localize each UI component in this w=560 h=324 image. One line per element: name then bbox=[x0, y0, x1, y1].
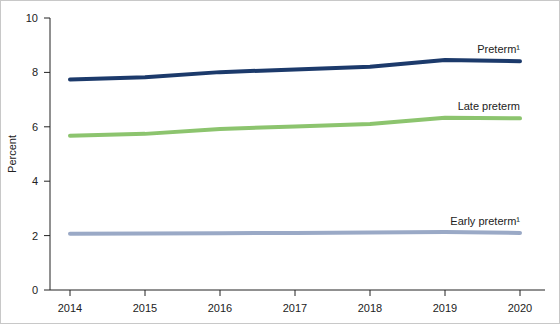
x-tick-label: 2015 bbox=[133, 302, 157, 314]
x-tick bbox=[520, 290, 521, 296]
x-tick-label: 2017 bbox=[283, 302, 307, 314]
x-tick-label: 2016 bbox=[208, 302, 232, 314]
y-tick bbox=[44, 290, 50, 291]
series-label: Preterm¹ bbox=[477, 43, 520, 55]
x-tick bbox=[220, 290, 221, 296]
y-tick bbox=[44, 126, 50, 127]
x-tick bbox=[145, 290, 146, 296]
x-tick bbox=[445, 290, 446, 296]
series-line bbox=[70, 232, 520, 234]
plot-marks bbox=[70, 60, 520, 234]
y-tick-label: 10 bbox=[26, 12, 38, 24]
x-tick-label: 2020 bbox=[508, 302, 532, 314]
x-tick bbox=[70, 290, 71, 296]
y-axis-label: Percent bbox=[6, 135, 18, 173]
series-label: Early preterm¹ bbox=[450, 215, 520, 227]
x-tick-label: 2014 bbox=[58, 302, 82, 314]
series-label: Late preterm bbox=[458, 100, 520, 112]
frame-border bbox=[1, 1, 560, 324]
y-tick-label: 2 bbox=[32, 230, 38, 242]
chart: 0 2 4 6 8 10 2014 2015 2016 2017 2018 2019 2020 Perce… bbox=[0, 0, 560, 324]
x-axis bbox=[50, 290, 545, 291]
x-tick-label: 2019 bbox=[433, 302, 457, 314]
x-tick bbox=[370, 290, 371, 296]
y-tick-label: 8 bbox=[32, 66, 38, 78]
y-tick bbox=[44, 235, 50, 236]
y-tick bbox=[44, 72, 50, 73]
series-line bbox=[70, 118, 520, 136]
y-tick-label: 6 bbox=[32, 121, 38, 133]
y-tick-label: 4 bbox=[32, 175, 38, 187]
y-tick bbox=[44, 18, 50, 19]
x-tick bbox=[295, 290, 296, 296]
y-tick-label: 0 bbox=[32, 284, 38, 296]
y-tick bbox=[44, 181, 50, 182]
y-axis bbox=[50, 18, 51, 290]
series-line bbox=[70, 60, 520, 80]
x-tick-label: 2018 bbox=[358, 302, 382, 314]
